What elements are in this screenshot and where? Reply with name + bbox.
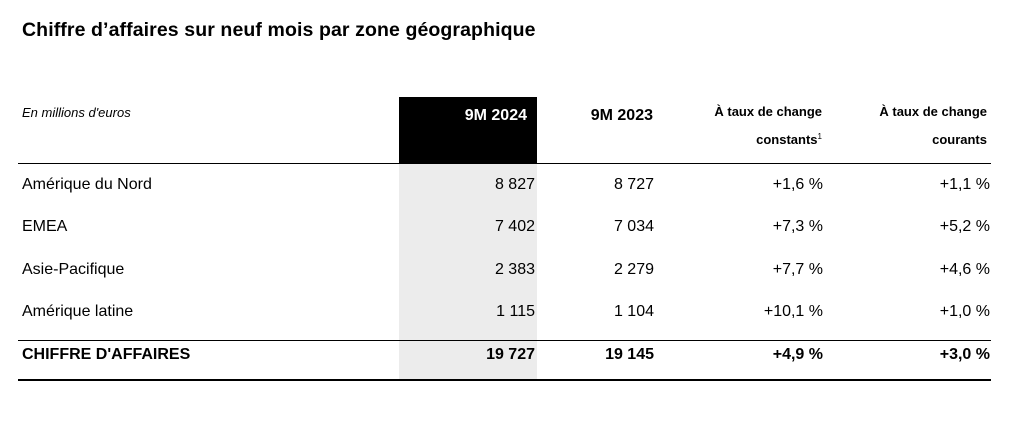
row-value-previous: 8 727: [613, 176, 654, 193]
row-value-constant-rates: +7,7 %: [772, 261, 823, 278]
column-header-current-rates-line1: À taux de change: [879, 104, 987, 119]
column-header-current-rates-line2: courants: [932, 132, 987, 147]
total-row: CHIFFRE D'AFFAIRES 19 727 19 145 +4,9 % …: [0, 346, 1027, 366]
row-value-current: 7 402: [494, 218, 535, 235]
highlight-column-background: [399, 163, 537, 380]
table-row: Amérique du Nord 8 827 8 727 +1,6 % +1,1…: [0, 176, 1027, 196]
row-value-constant-rates: +7,3 %: [772, 218, 823, 235]
column-header-constant-line1: À taux de change: [714, 104, 822, 119]
row-value-previous: 2 279: [613, 261, 654, 278]
row-value-current-rates: +4,6 %: [939, 261, 990, 278]
row-value-current-rates: +1,1 %: [939, 176, 990, 193]
row-value-current: 2 383: [494, 261, 535, 278]
table-row: Asie-Pacifique 2 383 2 279 +7,7 % +4,6 %: [0, 261, 1027, 281]
footnote-marker: 1: [817, 132, 822, 141]
row-value-previous: 1 104: [613, 303, 654, 320]
total-value-current-rates: +3,0 %: [939, 346, 990, 363]
header-divider: [18, 163, 991, 164]
total-label: CHIFFRE D'AFFAIRES: [22, 346, 191, 363]
row-label: Asie-Pacifique: [22, 261, 125, 278]
total-divider: [18, 340, 991, 341]
table-row: Amérique latine 1 115 1 104 +10,1 % +1,0…: [0, 303, 1027, 323]
row-value-current-rates: +5,2 %: [939, 218, 990, 235]
row-value-previous: 7 034: [613, 218, 654, 235]
column-header-constant-rates: À taux de change constants1: [714, 98, 822, 154]
column-header-previous: 9M 2023: [590, 107, 653, 124]
row-label: EMEA: [22, 218, 68, 235]
row-label: Amérique du Nord: [22, 176, 152, 193]
total-value-constant-rates: +4,9 %: [772, 346, 823, 363]
column-header-current-label: 9M 2024: [464, 107, 527, 124]
page-title: Chiffre d’affaires sur neuf mois par zon…: [22, 19, 536, 41]
row-value-current: 1 115: [496, 303, 535, 320]
total-value-previous: 19 145: [605, 346, 654, 363]
row-value-constant-rates: +1,6 %: [772, 176, 823, 193]
row-value-constant-rates: +10,1 %: [763, 303, 823, 320]
total-value-current: 19 727: [486, 346, 535, 363]
row-label: Amérique latine: [22, 303, 134, 320]
row-value-current: 8 827: [494, 176, 535, 193]
row-value-current-rates: +1,0 %: [939, 303, 990, 320]
table-row: EMEA 7 402 7 034 +7,3 % +5,2 %: [0, 218, 1027, 238]
column-header-current-rates: À taux de change courants: [879, 98, 987, 154]
column-header-constant-line2: constants: [756, 132, 818, 147]
table-bottom-border: [18, 379, 991, 381]
column-header-current: 9M 2024: [399, 97, 537, 163]
unit-note: En millions d'euros: [22, 105, 131, 120]
